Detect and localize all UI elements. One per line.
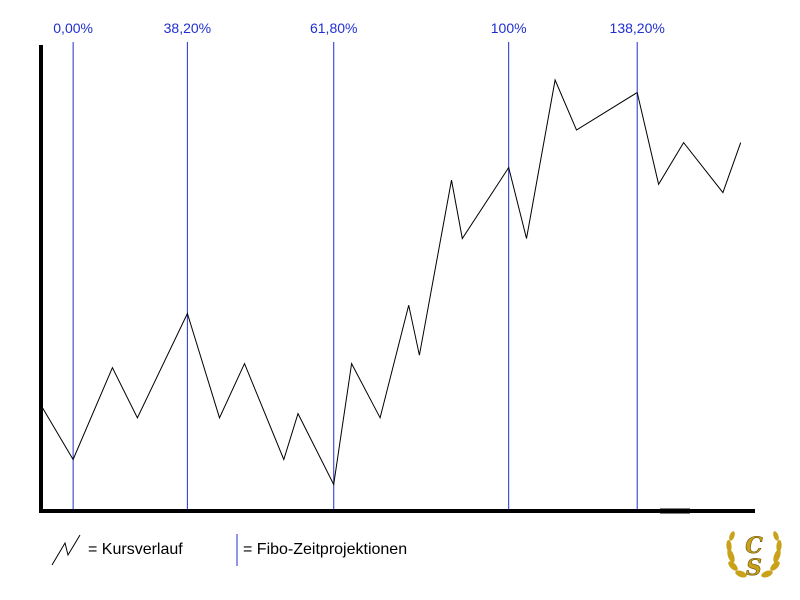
fibo-label-4: 138,20%	[610, 20, 665, 36]
zigzag-line-icon	[51, 534, 81, 566]
fibo-label-2: 61,80%	[310, 20, 357, 36]
fibo-time-projection-labels: 0,00% 38,20% 61,80% 100% 138,20%	[53, 20, 665, 36]
fibo-label-1: 38,20%	[164, 20, 211, 36]
vertical-line-icon	[236, 534, 238, 566]
legend-item-price: = Kursverlauf	[50, 532, 183, 568]
fibo-label-0: 0,00%	[53, 20, 93, 36]
fibo-time-projection-lines	[72, 42, 638, 510]
legend-price-label: = Kursverlauf	[88, 541, 183, 558]
axes	[39, 45, 755, 514]
logo-letter-s: S	[746, 555, 762, 581]
logo-letter-c: C	[745, 533, 763, 559]
fibo-label-3: 100%	[491, 20, 527, 36]
price-line	[40, 78, 742, 487]
laurel-wreath-icon: C S	[726, 531, 782, 581]
legend-item-fibo: = Fibo-Zeitprojektionen	[235, 532, 407, 568]
legend-fibo-label: = Fibo-Zeitprojektionen	[243, 541, 408, 558]
